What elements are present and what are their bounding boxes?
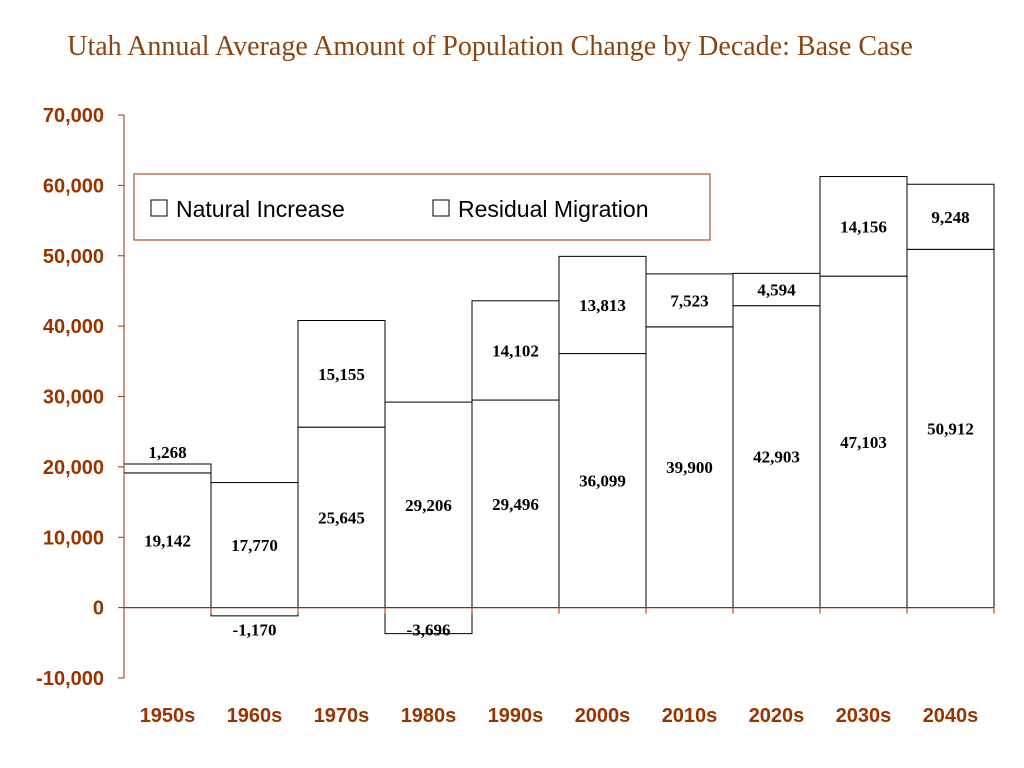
- bar-natural-increase-1950s: [123, 472, 212, 609]
- legend-box: [133, 173, 711, 241]
- data-label-residual-migration-2040s: 9,248: [931, 208, 969, 227]
- data-label-natural-increase-1990s: 29,496: [492, 495, 539, 514]
- x-tick-label-2000s: 2000s: [575, 705, 631, 727]
- x-tick-label-2040s: 2040s: [923, 705, 979, 727]
- bar-residual-migration-2030s: [819, 176, 908, 277]
- bar-residual-migration-1960s: [210, 607, 299, 617]
- labels-layer: 19,142 1,268 1950s 17,770 -1,170 1960s 25,645 1…: [36, 105, 978, 727]
- data-label-natural-increase-1970s: 25,645: [318, 508, 365, 527]
- data-label-residual-migration-2030s: 14,156: [840, 217, 887, 236]
- data-label-natural-increase-2010s: 39,900: [666, 458, 713, 477]
- y-tick-label: 50,000: [43, 246, 104, 268]
- bar-natural-increase-2000s: [558, 353, 647, 609]
- data-label-residual-migration-1970s: 15,155: [318, 365, 365, 384]
- axes-layer: [118, 114, 995, 679]
- bar-residual-migration-2000s: [558, 255, 647, 355]
- data-label-natural-increase-1960s: 17,770: [231, 536, 278, 555]
- x-tick-label-2020s: 2020s: [749, 705, 805, 727]
- bar-residual-migration-2010s: [645, 273, 734, 328]
- bars-layer: [123, 176, 995, 635]
- bar-residual-migration-1980s: [384, 607, 473, 635]
- y-tick-label: 30,000: [43, 387, 104, 409]
- y-tick-label: 0: [93, 598, 104, 620]
- data-label-natural-increase-2000s: 36,099: [579, 472, 626, 491]
- y-tick-label: 70,000: [43, 105, 104, 127]
- x-tick-label-1960s: 1960s: [227, 705, 283, 727]
- data-label-residual-migration-2020s: 4,594: [757, 281, 796, 300]
- legend-label-residual-migration: Residual Migration: [458, 196, 648, 222]
- x-tick-label-1990s: 1990s: [488, 705, 544, 727]
- data-label-residual-migration-1980s: -3,696: [407, 621, 451, 640]
- y-tick-label: 40,000: [43, 316, 104, 338]
- x-tick-label-2010s: 2010s: [662, 705, 718, 727]
- y-tick-label: 10,000: [43, 527, 104, 549]
- data-label-natural-increase-2030s: 47,103: [840, 433, 887, 452]
- bar-natural-increase-2040s: [906, 248, 995, 609]
- bar-residual-migration-1970s: [297, 319, 386, 428]
- data-label-residual-migration-1950s: 1,268: [148, 443, 186, 462]
- y-tick-label: -10,000: [36, 668, 104, 690]
- x-tick-label-1980s: 1980s: [401, 705, 457, 727]
- data-label-residual-migration-1990s: 14,102: [492, 341, 539, 360]
- bar-natural-increase-1970s: [297, 426, 386, 609]
- data-label-natural-increase-2020s: 42,903: [753, 448, 800, 467]
- bar-natural-increase-1990s: [471, 399, 560, 609]
- legend-swatch-residual-migration: [432, 199, 450, 217]
- bar-natural-increase-1960s: [210, 482, 299, 609]
- bar-residual-migration-2040s: [906, 183, 995, 250]
- bar-natural-increase-2030s: [819, 275, 908, 609]
- chart-title: Utah Annual Average Amount of Population…: [67, 31, 913, 62]
- bar-residual-migration-2020s: [732, 272, 821, 307]
- data-label-residual-migration-1960s: -1,170: [233, 621, 277, 640]
- x-tick-label-2030s: 2030s: [836, 705, 892, 727]
- data-label-residual-migration-2000s: 13,813: [579, 296, 626, 315]
- y-tick-label: 60,000: [43, 175, 104, 197]
- x-tick-label-1950s: 1950s: [140, 705, 196, 727]
- y-tick-label: 20,000: [43, 457, 104, 479]
- bar-natural-increase-2020s: [732, 305, 821, 609]
- data-label-natural-increase-1980s: 29,206: [405, 496, 452, 515]
- x-tick-label-1970s: 1970s: [314, 705, 370, 727]
- bar-residual-migration-1990s: [471, 300, 560, 401]
- data-label-residual-migration-2010s: 7,523: [670, 291, 708, 310]
- legend-label-natural-increase: Natural Increase: [176, 196, 345, 222]
- data-label-natural-increase-1950s: 19,142: [144, 531, 191, 550]
- bar-residual-migration-1950s: [123, 463, 212, 474]
- legend-swatch-natural-increase: [150, 199, 168, 217]
- legend: Natural Increase Residual Migration: [133, 173, 711, 241]
- data-label-natural-increase-2040s: 50,912: [927, 419, 974, 438]
